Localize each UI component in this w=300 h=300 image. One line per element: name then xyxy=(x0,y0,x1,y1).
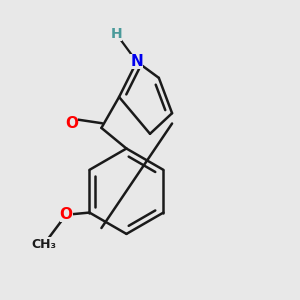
Text: CH₃: CH₃ xyxy=(32,238,56,251)
Text: O: O xyxy=(60,207,73,222)
Text: N: N xyxy=(130,54,143,69)
Text: H: H xyxy=(110,27,122,41)
Text: O: O xyxy=(65,116,79,131)
